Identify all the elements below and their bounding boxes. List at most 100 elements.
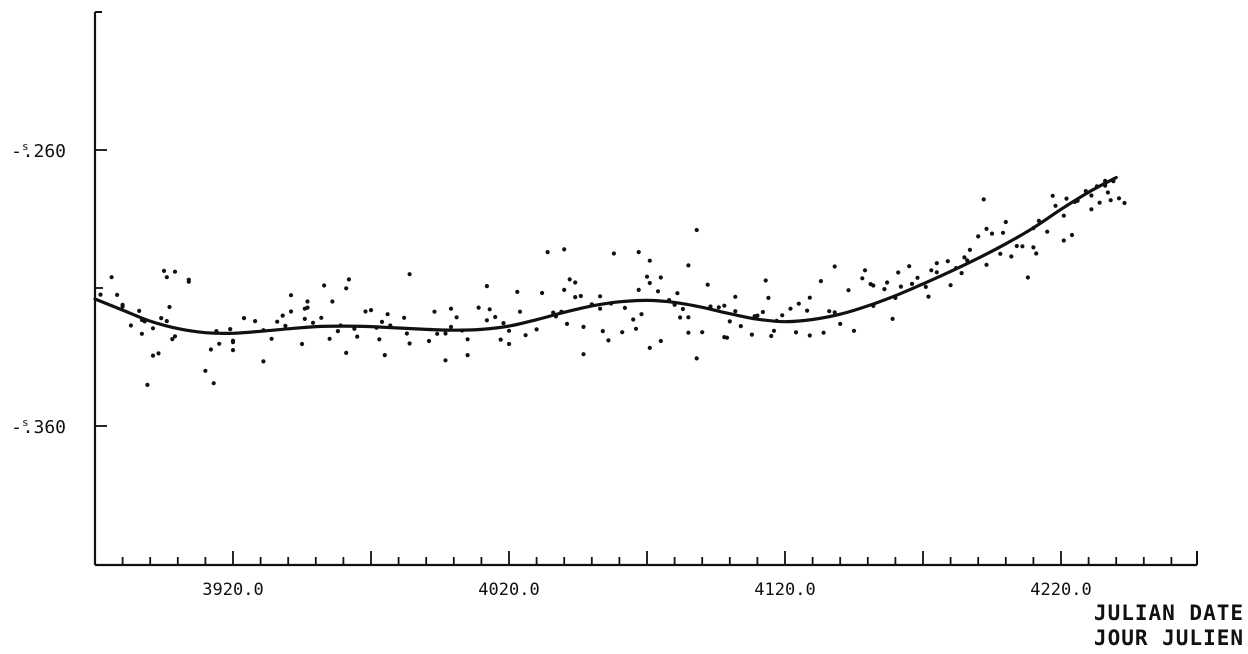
data-point	[448, 306, 454, 311]
data-point	[984, 262, 989, 267]
data-point	[327, 336, 332, 341]
data-point	[581, 352, 586, 357]
data-point	[241, 316, 247, 321]
data-point	[1122, 200, 1127, 206]
data-point	[658, 275, 663, 280]
data-point	[780, 313, 785, 318]
data-point	[501, 321, 506, 326]
data-point	[896, 270, 901, 275]
data-point	[562, 247, 567, 252]
data-point	[909, 281, 915, 286]
data-point	[644, 274, 650, 279]
data-point	[385, 312, 390, 317]
y-tick-label-value: .360	[23, 417, 66, 438]
data-point	[1020, 244, 1025, 249]
data-point	[299, 341, 305, 347]
data-point	[156, 351, 161, 356]
data-point	[288, 309, 294, 314]
x-tick-label: 4220.0	[1030, 580, 1091, 600]
data-point	[755, 313, 760, 318]
data-point	[305, 305, 310, 310]
data-point	[164, 275, 169, 280]
data-point	[517, 309, 523, 314]
data-point	[230, 348, 236, 353]
data-point	[172, 269, 178, 274]
data-point	[733, 294, 738, 299]
data-point	[647, 280, 652, 286]
data-point	[598, 306, 603, 311]
y-tick-label-seconds-sup: s	[22, 416, 29, 429]
y-tick-label-prefix: -	[11, 141, 22, 162]
data-point	[926, 294, 931, 299]
data-point	[448, 324, 454, 329]
data-point	[335, 329, 340, 334]
data-point	[769, 333, 774, 339]
data-point	[700, 330, 705, 335]
data-point	[989, 231, 995, 236]
data-point	[727, 319, 732, 324]
data-point	[611, 251, 617, 256]
data-point	[934, 261, 939, 266]
data-point	[984, 226, 989, 231]
data-point	[686, 315, 691, 320]
y-tick-label: -s.260	[11, 140, 66, 162]
data-point	[506, 341, 512, 347]
data-point	[305, 299, 310, 304]
data-point	[1069, 232, 1075, 238]
data-point	[945, 259, 950, 264]
data-point	[562, 287, 567, 292]
data-point	[211, 381, 216, 386]
data-point	[344, 350, 349, 355]
data-point	[355, 334, 360, 339]
data-point	[377, 337, 382, 342]
data-point	[150, 326, 156, 331]
data-point	[567, 277, 572, 282]
data-point	[170, 337, 175, 342]
data-point	[476, 305, 481, 310]
y-ticks	[95, 149, 107, 427]
data-point	[484, 318, 489, 323]
data-point	[738, 324, 743, 329]
data-point	[1014, 243, 1019, 249]
data-point	[862, 268, 868, 273]
data-point	[923, 284, 928, 289]
data-point	[907, 264, 912, 269]
data-point	[882, 287, 887, 292]
data-point	[821, 330, 826, 335]
data-point	[363, 309, 368, 314]
data-point	[426, 338, 432, 344]
data-point	[934, 270, 939, 275]
data-point	[498, 337, 503, 342]
data-point	[319, 315, 324, 320]
data-point	[346, 277, 351, 282]
data-point	[172, 334, 178, 339]
data-point	[515, 289, 520, 294]
data-point	[885, 280, 890, 285]
data-point	[540, 290, 545, 296]
data-point	[1000, 230, 1006, 235]
data-point	[443, 331, 448, 336]
data-point	[128, 323, 133, 328]
data-point	[484, 284, 489, 289]
data-point	[716, 305, 721, 310]
data-point	[807, 333, 812, 338]
data-point	[330, 299, 335, 304]
data-point	[846, 288, 851, 293]
data-point	[280, 313, 285, 318]
data-point	[161, 268, 167, 273]
data-point	[705, 282, 710, 287]
x-ticks	[121, 551, 1173, 565]
data-point	[275, 319, 280, 324]
data-point	[686, 263, 691, 268]
data-point	[261, 359, 266, 364]
data-point	[506, 328, 512, 333]
data-point	[217, 341, 222, 346]
data-point	[322, 283, 327, 288]
data-point	[1053, 203, 1058, 208]
data-point	[344, 286, 349, 291]
data-point	[534, 327, 539, 332]
data-point	[647, 345, 652, 350]
data-point	[407, 272, 412, 277]
data-point	[1105, 190, 1110, 195]
